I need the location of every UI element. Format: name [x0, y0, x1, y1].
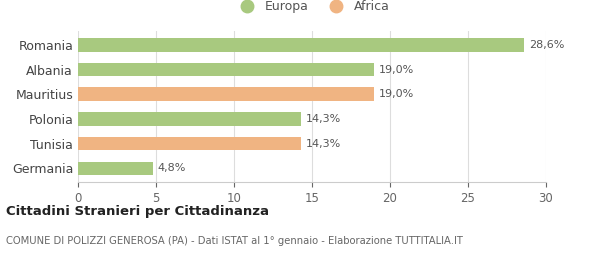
Text: 19,0%: 19,0%: [379, 64, 415, 75]
Text: 4,8%: 4,8%: [158, 163, 186, 173]
Bar: [78, 87, 374, 101]
Bar: [78, 161, 153, 175]
Text: 14,3%: 14,3%: [306, 139, 341, 149]
Text: 28,6%: 28,6%: [529, 40, 564, 50]
Text: Cittadini Stranieri per Cittadinanza: Cittadini Stranieri per Cittadinanza: [6, 205, 269, 218]
Bar: [78, 38, 524, 52]
Legend: Europa, Africa: Europa, Africa: [235, 0, 389, 13]
Text: 19,0%: 19,0%: [379, 89, 415, 99]
Bar: [78, 63, 374, 76]
Text: 14,3%: 14,3%: [306, 114, 341, 124]
Bar: [78, 137, 301, 151]
Text: COMUNE DI POLIZZI GENEROSA (PA) - Dati ISTAT al 1° gennaio - Elaborazione TUTTIT: COMUNE DI POLIZZI GENEROSA (PA) - Dati I…: [6, 236, 463, 246]
Bar: [78, 112, 301, 126]
